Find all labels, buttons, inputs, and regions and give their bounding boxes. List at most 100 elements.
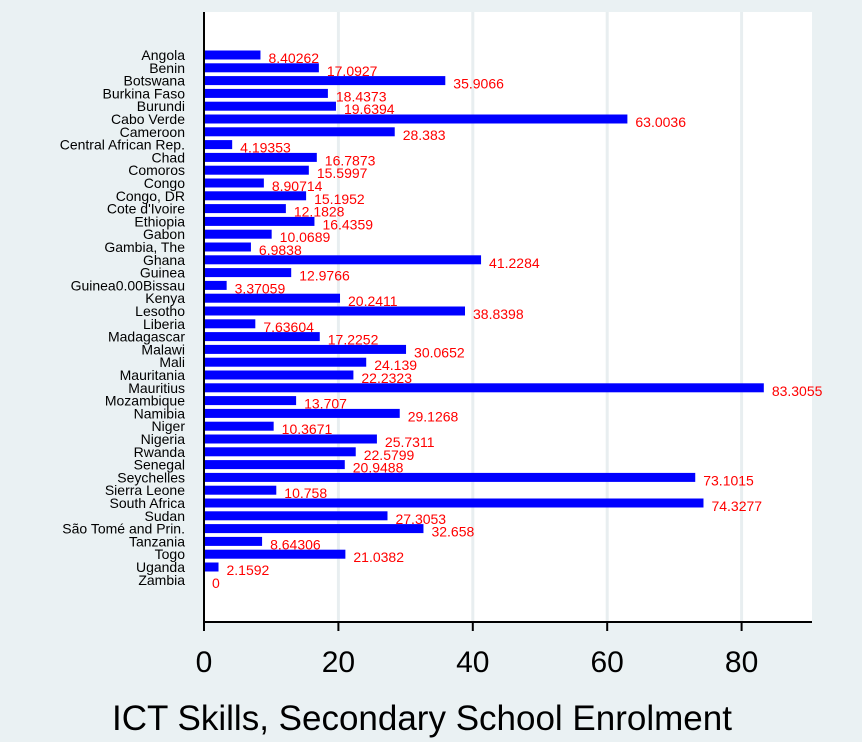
bar [204, 63, 319, 73]
value-label: 63.0036 [635, 114, 686, 130]
bar [204, 242, 251, 252]
bar [204, 268, 292, 278]
x-tick-label: 0 [196, 646, 213, 679]
value-label: 27.3053 [395, 511, 446, 527]
category-label: Chad [152, 149, 185, 165]
value-label: 10.0689 [280, 229, 331, 245]
value-label: 38.8398 [473, 306, 524, 322]
category-label: São Tomé and Prin. [62, 521, 185, 537]
value-label: 19.6394 [344, 101, 395, 117]
bar [204, 370, 354, 380]
category-label: Togo [155, 546, 186, 562]
bar [204, 319, 256, 329]
bar [204, 511, 388, 521]
category-label: Benin [149, 60, 185, 76]
bar [204, 127, 395, 137]
value-label: 16.7873 [325, 152, 376, 168]
bar [204, 434, 377, 444]
category-label: Lesotho [135, 303, 185, 319]
category-label: Burundi [137, 98, 185, 114]
value-label: 18.4373 [336, 88, 387, 104]
value-label: 74.3277 [711, 498, 762, 514]
bar [204, 344, 407, 354]
bar [204, 536, 263, 546]
bar [204, 216, 315, 226]
bar [204, 383, 764, 393]
value-label: 22.2323 [361, 370, 412, 386]
category-label: Sudan [145, 508, 185, 524]
category-label: South Africa [110, 495, 186, 511]
bar [204, 101, 336, 111]
bar [204, 178, 264, 188]
value-label: 35.9066 [453, 76, 504, 92]
x-tick-label: 40 [456, 646, 489, 679]
bar [204, 152, 317, 162]
category-label: Angola [141, 47, 185, 63]
category-label: Guinea [140, 265, 185, 281]
category-label: Gabon [143, 226, 185, 242]
category-label: Liberia [143, 316, 185, 332]
x-tick-label: 20 [322, 646, 355, 679]
x-axis-label: ICT Skills, Secondary School Enrolment [112, 699, 732, 738]
category-label: Namibia [134, 405, 186, 421]
value-label: 21.0382 [353, 549, 404, 565]
value-label: 3.37059 [235, 280, 286, 296]
value-label: 0 [212, 575, 220, 591]
category-label: Niger [152, 418, 186, 434]
category-label: Cabo Verde [111, 111, 185, 127]
bar [204, 165, 309, 175]
value-label: 16.4359 [322, 216, 373, 232]
value-label: 73.1015 [703, 472, 754, 488]
x-ticks: 0 20 40 60 80 [196, 622, 758, 679]
bar [204, 498, 704, 508]
category-label: Gambia, The [104, 239, 185, 255]
category-label: Burkina Faso [103, 85, 186, 101]
value-label: 8.40262 [268, 50, 319, 66]
bar [204, 114, 628, 124]
value-label: 17.2252 [328, 332, 379, 348]
value-label: 6.9838 [259, 242, 302, 258]
value-label: 2.1592 [227, 562, 270, 578]
category-label: Mauritania [120, 367, 186, 383]
bar [204, 549, 346, 559]
bar [204, 306, 466, 316]
x-tick-label: 80 [725, 646, 758, 679]
value-label: 8.64306 [270, 536, 321, 552]
value-label: 29.1268 [408, 408, 459, 424]
category-label: Ethiopia [134, 213, 185, 229]
bar [204, 332, 320, 342]
value-label: 30.0652 [414, 344, 465, 360]
value-label: 28.383 [403, 127, 446, 143]
value-label: 4.19353 [240, 140, 291, 156]
value-label: 13.707 [304, 396, 347, 412]
category-label: Congo [144, 175, 185, 191]
category-label: Seychelles [117, 469, 185, 485]
bar [204, 460, 345, 470]
category-label: Central African Rep. [60, 137, 185, 153]
category-label: Uganda [136, 559, 185, 575]
value-label: 17.0927 [327, 63, 378, 79]
category-label: Congo, DR [116, 188, 185, 204]
bar [204, 255, 482, 265]
bars [204, 50, 764, 572]
category-label: Madagascar [108, 329, 185, 345]
plot-area [204, 12, 812, 622]
bar [204, 191, 307, 201]
bar [204, 485, 277, 495]
value-label: 12.1828 [294, 204, 345, 220]
category-label: Mauritius [128, 380, 185, 396]
category-label: Mali [159, 354, 185, 370]
bar [204, 524, 424, 534]
value-label: 15.5997 [317, 165, 368, 181]
value-label: 25.7311 [385, 434, 435, 450]
gridlines [336, 12, 744, 622]
bar [204, 76, 446, 86]
category-label: Nigeria [141, 431, 186, 447]
bar [204, 562, 219, 572]
value-label: 32.658 [431, 524, 474, 540]
bar [204, 408, 400, 418]
bar [204, 140, 233, 150]
